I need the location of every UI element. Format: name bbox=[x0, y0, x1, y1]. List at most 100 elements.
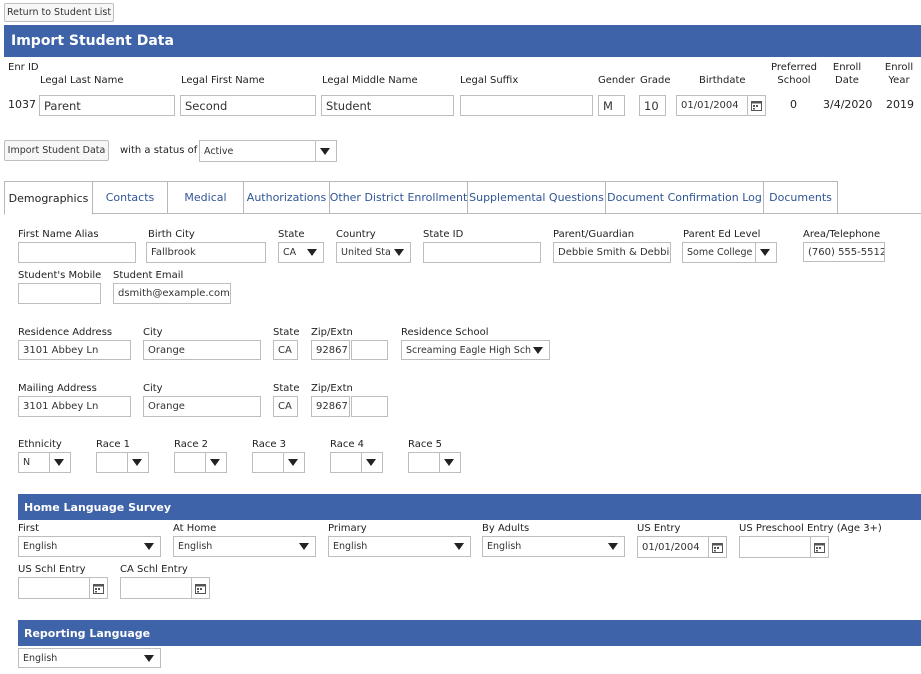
enr-id-value: 1037 bbox=[8, 98, 36, 111]
birth-city-field[interactable]: Fallbrook bbox=[146, 242, 266, 263]
residence-school-value: Screaming Eagle High Sch bbox=[406, 344, 532, 356]
calendar-icon[interactable] bbox=[191, 578, 209, 598]
import-status-value: Active bbox=[204, 145, 234, 157]
parent-guardian-label: Parent/Guardian bbox=[553, 229, 635, 240]
chevron-down-icon bbox=[54, 459, 64, 466]
col-grade: Grade bbox=[640, 75, 671, 86]
race-5-select[interactable] bbox=[408, 452, 461, 473]
mailing-state-label: State bbox=[273, 383, 300, 394]
birth-state-select[interactable]: CA bbox=[278, 242, 324, 263]
residence-state-field[interactable]: CA bbox=[273, 340, 298, 360]
tab-authorizations[interactable]: Authorizations bbox=[244, 181, 330, 214]
hls-primary-select[interactable]: English bbox=[328, 536, 471, 557]
race-3-select[interactable] bbox=[252, 452, 305, 473]
race-3-label: Race 3 bbox=[252, 439, 287, 450]
parent-ed-level-value: Some College bbox=[687, 247, 753, 258]
import-student-data-button[interactable]: Import Student Data bbox=[4, 140, 109, 161]
chevron-down-icon bbox=[444, 459, 454, 466]
legal-middle-name-field[interactable]: Student bbox=[321, 95, 454, 116]
state-id-field[interactable] bbox=[423, 242, 541, 263]
first-name-alias-field[interactable] bbox=[18, 242, 136, 263]
import-status-select[interactable]: Active bbox=[199, 140, 337, 162]
tab-contacts[interactable]: Contacts bbox=[93, 181, 168, 214]
residence-zip-label: Zip/Extn bbox=[311, 327, 353, 338]
residence-school-select[interactable]: Screaming Eagle High Sch bbox=[401, 340, 550, 360]
mailing-address-field[interactable]: 3101 Abbey Ln bbox=[18, 396, 131, 417]
legal-suffix-field[interactable] bbox=[460, 95, 593, 116]
student-email-label: Student Email bbox=[113, 270, 184, 281]
page-title: Import Student Data bbox=[11, 33, 174, 49]
calendar-icon[interactable] bbox=[708, 537, 726, 557]
mailing-city-field[interactable]: Orange bbox=[143, 396, 261, 417]
race-2-label: Race 2 bbox=[174, 439, 209, 450]
calendar-icon[interactable] bbox=[810, 537, 828, 557]
residence-school-label: Residence School bbox=[401, 327, 489, 338]
parent-ed-level-select[interactable]: Some College bbox=[682, 242, 777, 263]
residence-zip-field[interactable]: 92867 bbox=[311, 340, 350, 360]
residence-city-field[interactable]: Orange bbox=[143, 340, 261, 360]
us-entry-value: 01/01/2004 bbox=[642, 541, 700, 553]
hls-primary-label: Primary bbox=[328, 523, 367, 534]
tab-bar: Demographics Contacts Medical Authorizat… bbox=[4, 181, 921, 215]
race-4-select[interactable] bbox=[330, 452, 383, 473]
grade-field[interactable]: 10 bbox=[639, 95, 666, 116]
mailing-zip-field[interactable]: 92867 bbox=[311, 396, 350, 417]
mailing-zip-label: Zip/Extn bbox=[311, 383, 353, 394]
us-preschool-entry-field[interactable] bbox=[739, 536, 829, 558]
tab-document-confirmation-log[interactable]: Document Confirmation Log bbox=[606, 181, 764, 214]
parent-guardian-field[interactable]: Debbie Smith & Debbie J bbox=[553, 242, 671, 263]
tab-medical[interactable]: Medical bbox=[168, 181, 244, 214]
home-language-survey-header: Home Language Survey bbox=[18, 494, 921, 520]
race-1-select[interactable] bbox=[96, 452, 149, 473]
return-to-student-list-button[interactable]: Return to Student List bbox=[4, 3, 114, 22]
race-5-label: Race 5 bbox=[408, 439, 443, 450]
area-telephone-field[interactable]: (760) 555-5512 bbox=[803, 242, 885, 262]
race-4-label: Race 4 bbox=[330, 439, 365, 450]
home-language-survey-title: Home Language Survey bbox=[24, 500, 172, 514]
col-legal-middle-name: Legal Middle Name bbox=[322, 75, 418, 86]
first-name-alias-label: First Name Alias bbox=[18, 229, 99, 240]
ca-schl-entry-field[interactable] bbox=[120, 577, 210, 599]
legal-last-name-field[interactable]: Parent bbox=[39, 95, 175, 116]
enroll-year-value: 2019 bbox=[886, 98, 914, 111]
race-2-select[interactable] bbox=[174, 452, 227, 473]
mailing-zip-ext-field[interactable] bbox=[351, 396, 388, 417]
birth-state-label: State bbox=[278, 229, 305, 240]
calendar-icon[interactable] bbox=[89, 578, 107, 598]
hls-first-value: English bbox=[23, 541, 58, 552]
birth-state-value: CA bbox=[283, 247, 297, 258]
gender-field[interactable]: M bbox=[598, 95, 625, 116]
tab-supplemental-questions[interactable]: Supplemental Questions bbox=[468, 181, 606, 214]
students-mobile-field[interactable] bbox=[18, 283, 101, 304]
us-preschool-entry-label: US Preschool Entry (Age 3+) bbox=[739, 523, 882, 534]
mailing-state-field[interactable]: CA bbox=[273, 396, 298, 417]
legal-first-name-field[interactable]: Second bbox=[180, 95, 316, 116]
page-title-banner: Import Student Data bbox=[4, 25, 921, 57]
residence-address-field[interactable]: 3101 Abbey Ln bbox=[18, 340, 131, 360]
hls-at-home-select[interactable]: English bbox=[173, 536, 316, 557]
col-enr-id: Enr ID bbox=[8, 62, 39, 73]
country-select[interactable]: United Sta bbox=[336, 242, 411, 263]
tab-documents[interactable]: Documents bbox=[764, 181, 838, 214]
country-value: United Sta bbox=[341, 247, 391, 258]
student-email-field[interactable]: dsmith@example.com bbox=[113, 283, 231, 304]
students-mobile-label: Student's Mobile bbox=[18, 270, 102, 281]
calendar-icon[interactable] bbox=[747, 96, 765, 115]
state-id-label: State ID bbox=[423, 229, 464, 240]
us-schl-entry-field[interactable] bbox=[18, 577, 108, 599]
tab-other-district-enrollment[interactable]: Other District Enrollment bbox=[330, 181, 468, 214]
hls-first-select[interactable]: English bbox=[18, 536, 161, 557]
reporting-language-select[interactable]: English bbox=[18, 648, 161, 668]
chevron-down-icon bbox=[288, 459, 298, 466]
hls-by-adults-select[interactable]: English bbox=[482, 536, 625, 557]
residence-zip-ext-field[interactable] bbox=[351, 340, 388, 360]
ethnicity-label: Ethnicity bbox=[18, 439, 62, 450]
col-gender: Gender bbox=[598, 75, 635, 86]
ethnicity-value: N bbox=[23, 457, 31, 468]
birthdate-field[interactable]: 01/01/2004 bbox=[676, 95, 766, 116]
tab-demographics[interactable]: Demographics bbox=[4, 181, 93, 215]
ethnicity-select[interactable]: N bbox=[18, 452, 71, 473]
us-entry-field[interactable]: 01/01/2004 bbox=[637, 536, 727, 558]
birthdate-value: 01/01/2004 bbox=[681, 100, 739, 111]
col-legal-last-name: Legal Last Name bbox=[40, 75, 124, 86]
